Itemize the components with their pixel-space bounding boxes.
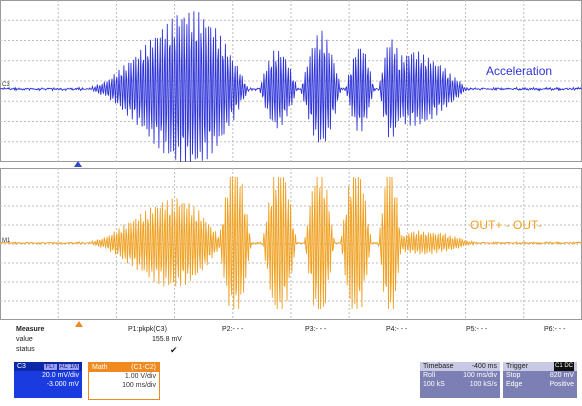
math-name: Math bbox=[92, 364, 108, 371]
acceleration-label: Acceleration bbox=[486, 64, 553, 78]
output-plot bbox=[0, 168, 582, 320]
timebase-samples: 100 kS bbox=[423, 381, 445, 388]
trigger-type: Edge bbox=[506, 381, 523, 388]
out-diff-waveform bbox=[0, 176, 582, 310]
measure-param-p2[interactable]: P2:- - - bbox=[222, 326, 244, 333]
coupling-badge: AC 1M bbox=[58, 364, 79, 370]
trigger-descriptor[interactable]: Trigger C1 DC Stop 820 mV Edge Positive bbox=[503, 362, 577, 398]
out-diff-label: OUT+ - OUT- bbox=[470, 218, 542, 232]
acceleration-plot bbox=[0, 0, 582, 162]
math-header: Math (C1-C2) bbox=[89, 363, 159, 372]
measure-param-p6[interactable]: P6:- - - bbox=[544, 326, 566, 333]
measure-param-p5[interactable]: P5:- - - bbox=[466, 326, 488, 333]
math-tdiv: 100 ms/div bbox=[122, 382, 156, 389]
trigger-mode: Stop bbox=[506, 372, 521, 379]
trigger-source-badge: C1 DC bbox=[553, 362, 574, 371]
measure-param-p4[interactable]: P4:- - - bbox=[386, 326, 408, 333]
trigger-position-marker-bottom[interactable] bbox=[75, 321, 83, 327]
acceleration-waveform bbox=[0, 11, 582, 162]
trigger-position-marker-top[interactable] bbox=[74, 161, 82, 167]
trigger-row-1: Stop 820 mV bbox=[503, 371, 577, 380]
output-trace-panel bbox=[0, 168, 582, 320]
c3-offset: -3.000 mV bbox=[46, 381, 79, 388]
measure-status-label: status bbox=[16, 346, 35, 353]
timebase-delay: -400 ms bbox=[471, 363, 497, 370]
trigger-header: Trigger C1 DC bbox=[503, 362, 577, 371]
math-vdiv: 1.00 V/div bbox=[124, 373, 156, 380]
c3-channel-descriptor[interactable]: C3 FLT AC 1M 20.0 mV/div -3.000 mV bbox=[14, 362, 82, 398]
timebase-row-1: Roll 100 ms/div bbox=[420, 371, 500, 380]
trigger-label: Trigger bbox=[506, 363, 528, 370]
measure-value-p1: 155.8 mV bbox=[152, 336, 182, 343]
math-channel-tag: M1 bbox=[2, 238, 11, 244]
math-expr: (C1-C2) bbox=[131, 364, 156, 371]
c3-channel-tag: C3 bbox=[2, 82, 10, 88]
c3-header: C3 FLT AC 1M bbox=[14, 362, 82, 371]
measure-value-label: value bbox=[16, 336, 33, 343]
timebase-descriptor[interactable]: Timebase -400 ms Roll 100 ms/div 100 kS … bbox=[420, 362, 500, 398]
c3-badges: FLT AC 1M bbox=[44, 362, 79, 372]
c3-name: C3 bbox=[17, 363, 26, 370]
measure-param-p1[interactable]: P1:pkpk(C3) bbox=[128, 326, 167, 333]
measure-table: Measure value status P1:pkpk(C3) 155.8 m… bbox=[0, 326, 582, 360]
timebase-label: Timebase bbox=[423, 363, 454, 370]
timebase-header: Timebase -400 ms bbox=[420, 362, 500, 371]
trigger-slope: Positive bbox=[549, 381, 574, 388]
trigger-level: 820 mV bbox=[549, 372, 574, 379]
acceleration-trace-panel bbox=[0, 0, 582, 162]
timebase-rate: 100 kS/s bbox=[469, 381, 497, 388]
measure-title[interactable]: Measure bbox=[16, 326, 45, 333]
timebase-mode: Roll bbox=[423, 372, 436, 379]
measure-param-p3[interactable]: P3:- - - bbox=[305, 326, 327, 333]
c3-vdiv: 20.0 mV/div bbox=[42, 372, 79, 379]
timebase-row-2: 100 kS 100 kS/s bbox=[420, 380, 500, 389]
status-check-icon: ✔ bbox=[170, 345, 178, 355]
filter-badge: FLT bbox=[44, 364, 57, 370]
trigger-row-2: Edge Positive bbox=[503, 380, 577, 389]
math-descriptor[interactable]: Math (C1-C2) 1.00 V/div 100 ms/div bbox=[88, 362, 160, 400]
timebase-tdiv: 100 ms/div bbox=[463, 372, 497, 379]
